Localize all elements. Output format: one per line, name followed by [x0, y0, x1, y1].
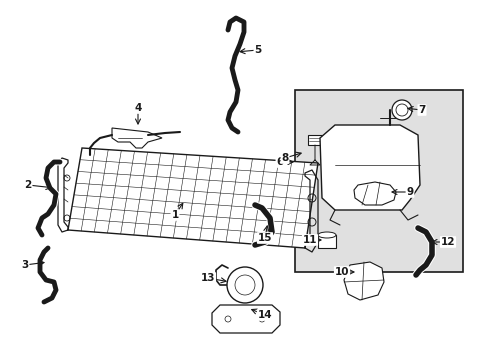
- Text: 15: 15: [257, 233, 272, 243]
- Polygon shape: [307, 135, 321, 145]
- Polygon shape: [68, 148, 317, 248]
- Circle shape: [226, 267, 263, 303]
- Text: 13: 13: [201, 273, 215, 283]
- Text: 11: 11: [302, 235, 317, 245]
- Text: 1: 1: [171, 210, 178, 220]
- Text: 3: 3: [21, 260, 29, 270]
- Text: 10: 10: [334, 267, 348, 277]
- Text: 2: 2: [24, 180, 32, 190]
- Text: 5: 5: [254, 45, 261, 55]
- Text: 9: 9: [406, 187, 413, 197]
- Text: 6: 6: [276, 157, 283, 167]
- Circle shape: [391, 100, 411, 120]
- Polygon shape: [212, 305, 280, 333]
- Text: 4: 4: [134, 103, 142, 113]
- Polygon shape: [112, 128, 162, 148]
- FancyBboxPatch shape: [294, 90, 462, 272]
- Polygon shape: [319, 125, 419, 210]
- Polygon shape: [317, 235, 335, 248]
- Text: 7: 7: [417, 105, 425, 115]
- Polygon shape: [353, 182, 395, 205]
- Ellipse shape: [317, 232, 335, 238]
- Polygon shape: [343, 262, 383, 300]
- Text: 8: 8: [281, 153, 288, 163]
- Text: 12: 12: [440, 237, 454, 247]
- Text: 14: 14: [257, 310, 272, 320]
